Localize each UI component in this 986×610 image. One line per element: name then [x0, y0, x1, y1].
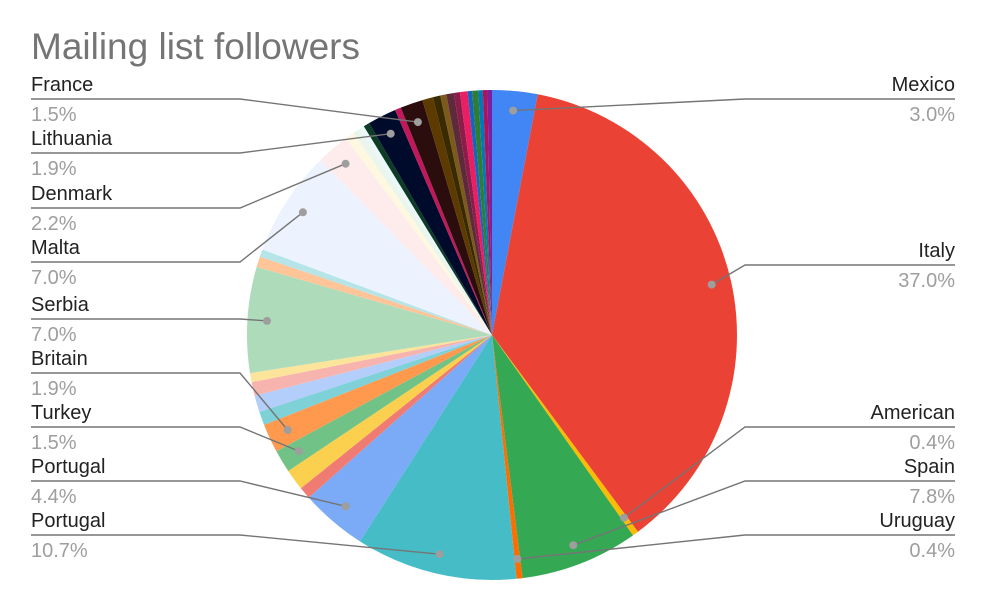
leader-dot-uruguay [513, 555, 522, 563]
slice-label-mexico: Mexico [892, 74, 955, 96]
leader-dot-spain [569, 541, 578, 550]
pie-slice-france [400, 100, 492, 335]
leader-dot-serbia [263, 316, 271, 325]
leader-line-britain [31, 372, 289, 431]
pie-slice-7 [300, 335, 492, 498]
slice-labels: France1.5%Lithuania1.9%Denmark2.2%Malta7… [31, 74, 955, 562]
slice-percent-spain: 7.8% [909, 486, 955, 508]
pie-slice-serbia [246, 266, 492, 374]
chart-title: Mailing list followers [31, 26, 360, 67]
slice-percent-american: 0.4% [909, 432, 955, 454]
slice-label-britain: Britain [31, 348, 88, 370]
pie-slice-12 [254, 335, 492, 412]
pie-slice-37 [487, 89, 492, 335]
slice-percent-turkey: 1.5% [31, 432, 77, 454]
leader-line-mexico [513, 98, 955, 112]
pie-slice-denmark [320, 138, 492, 335]
pie-slice-italy [492, 94, 737, 532]
slice-percent-italy: 37.0% [898, 270, 955, 292]
leader-dot-denmark [341, 159, 350, 168]
slice-label-italy: Italy [918, 240, 955, 262]
slice-label-portugal: Portugal [31, 510, 106, 532]
pie-slice-35 [478, 90, 492, 335]
pie-slice-31 [453, 92, 492, 335]
pie-slice-29 [440, 94, 492, 335]
pie-slice-21 [353, 128, 492, 335]
leader-dot-portugal [341, 502, 350, 511]
leader-dot-american [620, 513, 628, 522]
leader-dot-malta [298, 208, 307, 217]
slice-percent-france: 1.5% [31, 104, 77, 126]
slice-label-american: American [871, 402, 955, 424]
leader-dot-portugal [435, 550, 444, 559]
pie-slice-20 [346, 132, 492, 335]
pie-slice-14 [249, 335, 492, 383]
slice-percent-uruguay: 0.4% [909, 540, 955, 562]
leader-line-lithuania [31, 133, 391, 154]
leader-line-spain [573, 480, 955, 546]
pie-slice-32 [459, 91, 492, 335]
pie-slice-american [492, 335, 638, 536]
pie-slice-17 [259, 249, 492, 335]
leader-dot-france [413, 118, 422, 127]
leader-dot-mexico [509, 106, 518, 115]
slice-percent-serbia: 7.0% [31, 324, 77, 346]
slice-label-denmark: Denmark [31, 183, 113, 205]
slice-percent-denmark: 2.2% [31, 213, 77, 235]
pie-slice-britain [264, 335, 492, 452]
pie-slice-malta [262, 160, 492, 335]
pie-slice-34 [472, 90, 492, 335]
pie-slice-portugal [359, 335, 517, 580]
pie-slice-28 [432, 95, 492, 335]
leader-line-italy [711, 264, 955, 286]
slice-label-malta: Malta [31, 237, 81, 259]
leader-line-portugal [31, 534, 440, 555]
pie-slice-22 [359, 126, 492, 335]
pie-slice-13 [251, 335, 492, 396]
pie-slice-11 [259, 335, 492, 425]
pie-slice-30 [446, 92, 492, 336]
leader-lines [31, 98, 955, 563]
slice-label-france: France [31, 74, 93, 96]
slice-label-serbia: Serbia [31, 294, 90, 316]
slice-percent-britain: 1.9% [31, 378, 77, 400]
slice-percent-portugal: 4.4% [31, 486, 77, 508]
slice-label-lithuania: Lithuania [31, 128, 113, 150]
pie-slice-portugal [308, 335, 492, 542]
leader-line-france [31, 98, 418, 123]
slice-label-uruguay: Uruguay [879, 510, 955, 532]
leader-dot-italy [707, 280, 716, 289]
slice-label-spain: Spain [904, 456, 955, 478]
pie-slice-spain [492, 335, 634, 579]
leader-line-portugal [31, 480, 346, 507]
pie-slice-lithuania [369, 109, 492, 336]
slice-percent-portugal: 10.7% [31, 540, 88, 562]
pie-slice-23 [363, 123, 492, 335]
pie-slice-36 [482, 90, 492, 335]
leader-line-serbia [31, 318, 268, 322]
pie-slice-uruguay [492, 335, 523, 579]
slice-label-turkey: Turkey [31, 402, 91, 424]
pie-slice-25 [395, 107, 492, 335]
leader-line-denmark [31, 163, 346, 209]
leader-line-uruguay [517, 534, 955, 560]
pie-slice-33 [467, 90, 492, 335]
slice-percent-mexico: 3.0% [909, 104, 955, 126]
leader-line-american [623, 426, 955, 519]
leader-dot-lithuania [386, 129, 395, 138]
pie-slice-8 [288, 335, 492, 489]
slice-percent-lithuania: 1.9% [31, 158, 77, 180]
leader-line-malta [31, 211, 304, 263]
pie-slice-turkey [276, 335, 492, 471]
pie-slice-16 [256, 256, 492, 335]
leader-line-turkey [31, 426, 300, 452]
slice-percent-malta: 7.0% [31, 267, 77, 289]
pie-slice-27 [422, 97, 492, 335]
slice-label-portugal: Portugal [31, 456, 106, 478]
leader-dot-britain [283, 426, 292, 434]
leader-dot-turkey [294, 447, 303, 456]
pie-slice-mexico [492, 90, 538, 335]
pie-slices [246, 89, 737, 580]
